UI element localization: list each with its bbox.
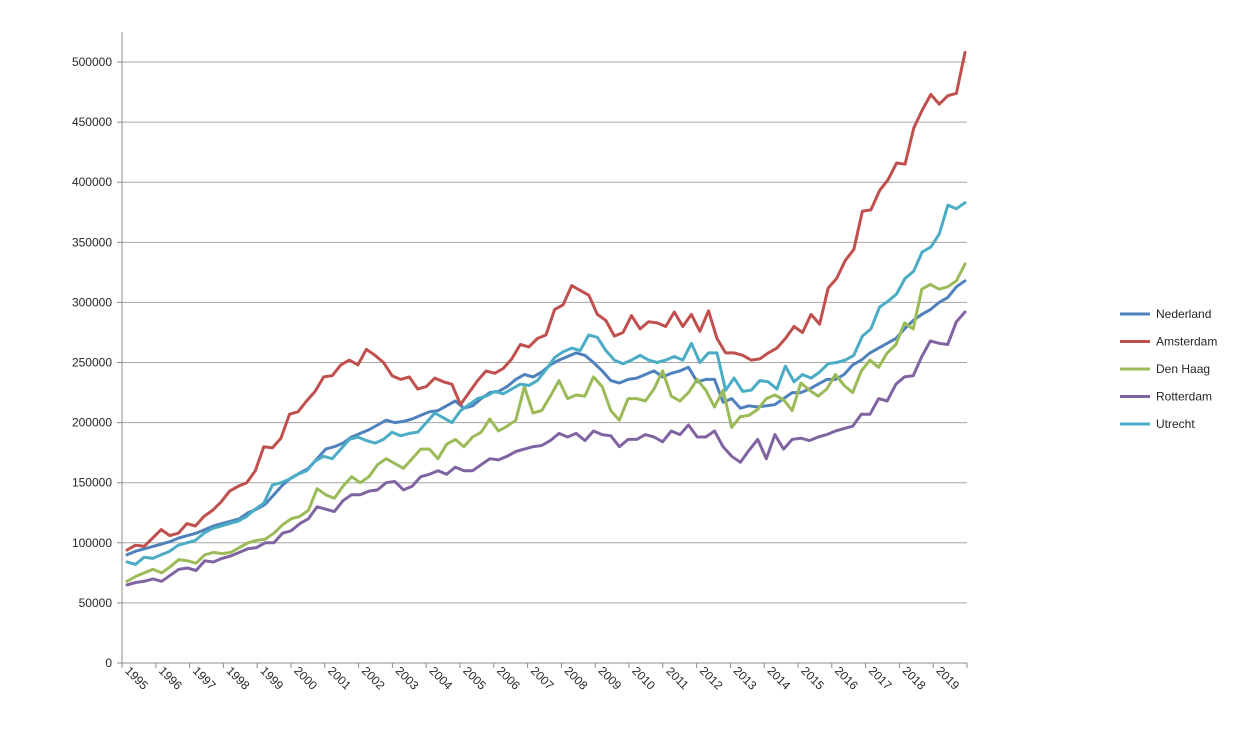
series-line-rotterdam [125,310,967,587]
x-tick-label: 2001 [325,664,354,693]
legend-label-den-haag: Den Haag [1156,362,1210,376]
x-tick-label: 2006 [494,664,523,693]
x-tick-label: 2010 [629,664,658,693]
legend-label-amsterdam: Amsterdam [1156,335,1217,349]
x-tick-label: 2017 [866,664,895,693]
x-tick-label: 2004 [426,664,455,693]
y-tick-label: 50000 [79,596,113,610]
x-tick-label: 2008 [562,664,591,693]
x-tick-label: 1996 [156,664,185,693]
y-tick-label: 0 [105,656,112,670]
legend-label-rotterdam: Rotterdam [1156,390,1212,404]
series-lines [125,50,967,587]
x-tick-label: 2011 [663,664,691,692]
x-tick-label: 1995 [122,664,151,693]
x-tick-label: 2007 [528,664,557,693]
legend: Nederland Amsterdam Den Haag Rotterdam Utrec… [1120,307,1217,431]
x-tick-label: 2016 [832,664,861,693]
x-tick-label: 1998 [224,664,253,693]
x-tick-label: 2002 [359,664,388,693]
x-tick-label: 2015 [798,664,827,693]
y-tick-label: 100000 [72,536,112,550]
series-line-nederland [125,279,967,557]
x-tick-label: 2000 [291,664,320,693]
legend-label-nederland: Nederland [1156,307,1211,321]
y-tick-label: 350000 [72,235,112,249]
y-tick-label: 500000 [72,55,112,69]
y-tick-label: 200000 [72,416,112,430]
x-tick-label: 2005 [460,664,489,693]
x-tick-label: 2014 [764,664,793,693]
x-tick-label: 2013 [731,664,760,693]
y-tick-label: 250000 [72,356,112,370]
x-tick-label: 2018 [900,664,929,693]
x-tick-label: 1997 [190,664,219,693]
x-tick-label: 2019 [933,664,962,693]
series-line-amsterdam [125,50,967,552]
x-tick-label: 2012 [697,664,726,693]
series-line-den-haag [125,262,967,583]
x-tick-label: 2009 [595,664,624,693]
y-tick-label: 300000 [72,295,112,309]
y-tick-label: 450000 [72,115,112,129]
series-line-utrecht [125,201,967,566]
y-tick-label: 400000 [72,175,112,189]
x-tick-label: 1999 [257,664,286,693]
gridlines [122,61,967,604]
y-tick-label: 150000 [72,476,112,490]
x-tick-label: 2003 [393,664,422,693]
legend-label-utrecht: Utrecht [1156,417,1195,431]
